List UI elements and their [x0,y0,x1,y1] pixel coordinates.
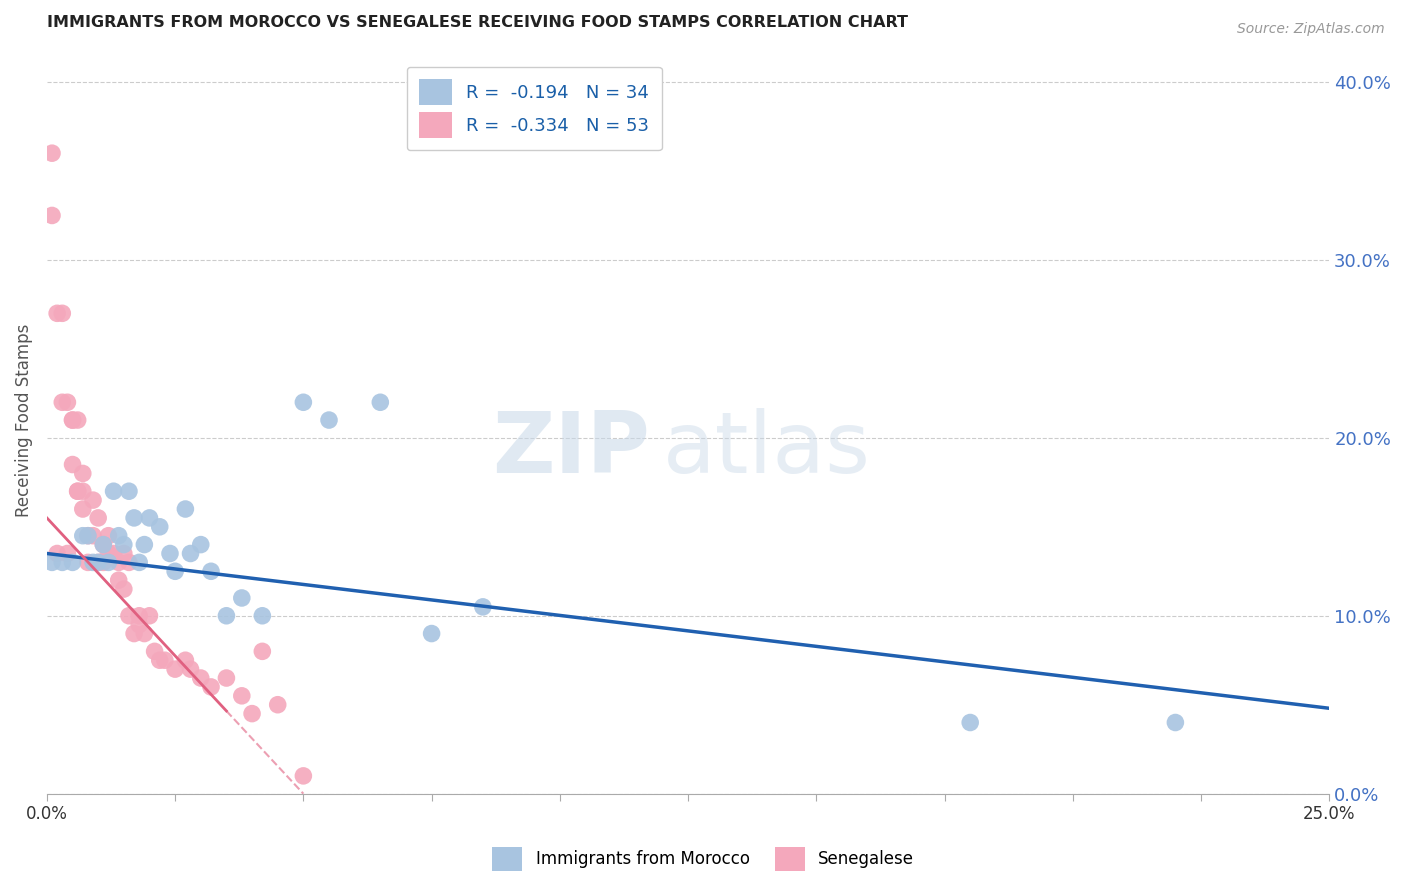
Point [77,529,100,543]
Point [46,547,69,561]
Point [41,146,63,161]
Point [112,547,135,561]
Legend: R =  -0.194   N = 34, R =  -0.334   N = 53: R = -0.194 N = 34, R = -0.334 N = 53 [406,67,662,150]
Point [159,547,181,561]
Point [107,573,129,587]
Y-axis label: Receiving Food Stamps: Receiving Food Stamps [15,324,32,516]
Point [77,555,100,569]
Point [215,671,238,685]
Point [118,555,141,569]
Point [103,484,125,499]
Point [420,626,443,640]
Point [128,555,150,569]
Point [368,395,391,409]
Point [72,529,94,543]
Point [66,413,89,427]
Point [149,520,172,534]
Point [174,502,197,516]
Point [72,467,94,481]
Point [292,395,315,409]
Point [72,484,94,499]
Point [62,413,84,427]
Point [112,538,135,552]
Point [231,689,253,703]
Point [91,538,114,552]
Point [56,547,79,561]
Point [128,617,150,632]
Point [174,653,197,667]
Point [292,769,315,783]
Point [190,538,212,552]
Legend: Immigrants from Morocco, Senegalese: Immigrants from Morocco, Senegalese [484,839,922,880]
Point [318,413,340,427]
Point [97,529,120,543]
Point [165,564,187,578]
Point [62,413,84,427]
Point [87,511,110,525]
Point [1164,715,1187,730]
Point [138,608,160,623]
Point [143,644,166,658]
Text: ZIP: ZIP [492,409,650,491]
Point [128,608,150,623]
Point [118,608,141,623]
Point [122,511,145,525]
Point [66,484,89,499]
Point [180,547,202,561]
Text: IMMIGRANTS FROM MOROCCO VS SENEGALESE RECEIVING FOOD STAMPS CORRELATION CHART: IMMIGRANTS FROM MOROCCO VS SENEGALESE RE… [46,15,908,30]
Point [107,529,129,543]
Point [62,458,84,472]
Point [51,306,73,320]
Point [200,680,222,694]
Point [165,662,187,676]
Point [959,715,981,730]
Point [41,555,63,569]
Point [56,395,79,409]
Point [103,547,125,561]
Point [149,653,172,667]
Text: atlas: atlas [662,409,870,491]
Point [122,626,145,640]
Point [134,626,156,640]
Point [252,644,274,658]
Point [138,511,160,525]
Point [77,529,100,543]
Point [97,555,120,569]
Text: Source: ZipAtlas.com: Source: ZipAtlas.com [1237,22,1385,37]
Point [112,582,135,596]
Point [231,591,253,605]
Point [82,493,104,508]
Point [471,599,494,614]
Point [107,555,129,569]
Point [46,306,69,320]
Point [240,706,263,721]
Point [118,484,141,499]
Point [180,662,202,676]
Point [87,555,110,569]
Point [200,564,222,578]
Point [66,484,89,499]
Point [87,555,110,569]
Point [62,555,84,569]
Point [190,671,212,685]
Point [51,555,73,569]
Point [82,529,104,543]
Point [215,608,238,623]
Point [153,653,176,667]
Point [82,555,104,569]
Point [252,608,274,623]
Point [97,547,120,561]
Point [134,538,156,552]
Point [72,502,94,516]
Point [267,698,290,712]
Point [91,555,114,569]
Point [41,209,63,223]
Point [91,538,114,552]
Point [51,395,73,409]
